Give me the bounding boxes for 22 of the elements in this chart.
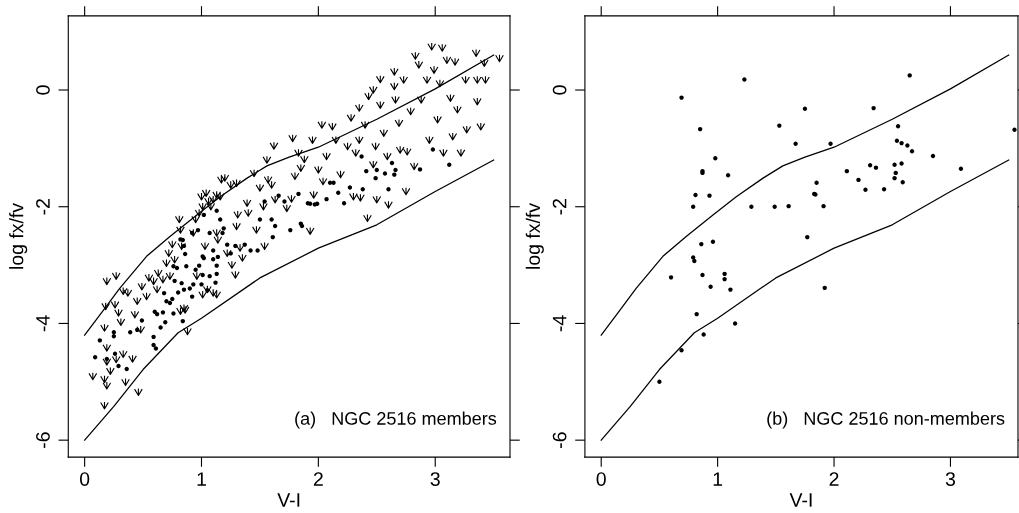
- x-tick-label: 1: [713, 472, 723, 486]
- annotation: (b) NGC 2516 non-members: [767, 411, 1005, 429]
- y-tick-label: -2: [552, 199, 567, 215]
- x-tick-label: 0: [596, 472, 606, 486]
- x-tick-label: 1: [197, 472, 206, 486]
- y-axis-title: log fx/fv: [525, 203, 544, 269]
- x-axis-title: V-I: [277, 493, 300, 507]
- x-axis-title: V-I: [789, 493, 812, 507]
- x-tick-label: 0: [79, 472, 90, 486]
- y-axis-title: log fx/fv: [9, 203, 28, 269]
- y-tick-label: -6: [36, 432, 50, 448]
- annotation: (a) NGC 2516 members: [295, 411, 497, 429]
- x-tick-label: 2: [829, 472, 839, 486]
- y-tick-label: 0: [552, 85, 567, 95]
- y-tick-label: 0: [36, 85, 50, 95]
- x-tick-label: 3: [430, 472, 440, 486]
- y-tick-label: -4: [552, 315, 567, 332]
- y-tick-label: -2: [36, 199, 50, 215]
- y-tick-label: -6: [552, 432, 567, 448]
- x-tick-label: 2: [313, 472, 323, 486]
- x-tick-label: 3: [945, 472, 956, 486]
- y-tick-label: -4: [36, 315, 50, 332]
